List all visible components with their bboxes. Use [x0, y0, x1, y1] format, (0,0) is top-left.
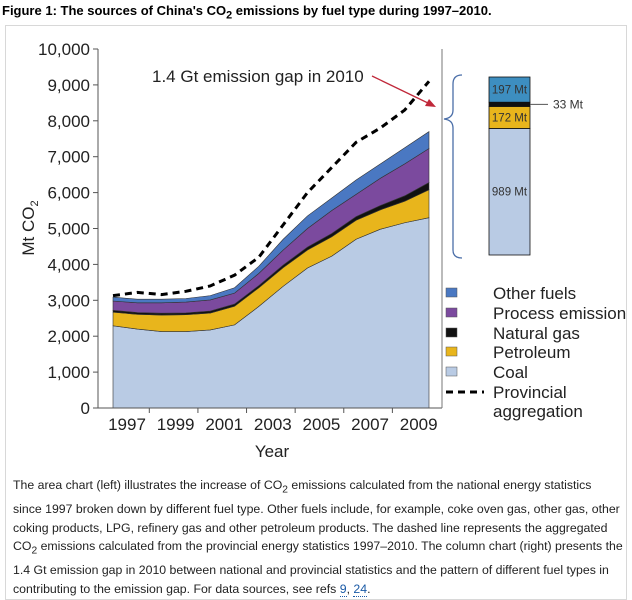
title-text-end: emissions by fuel type during 1997–2010. [232, 3, 492, 18]
y-tick-label: 4,000 [47, 255, 90, 274]
provincial-aggregation-line [112, 80, 431, 298]
legend-label: Other fuels [493, 284, 576, 303]
y-tick-label: 5,000 [47, 220, 90, 239]
x-tick-label: 2007 [351, 415, 389, 434]
legend-label: Process emission [493, 304, 626, 323]
y-tick-label: 3,000 [47, 291, 90, 310]
y-tick-label: 9,000 [47, 76, 90, 95]
legend-label: Coal [493, 363, 528, 382]
gap-bar-other-fuels [488, 76, 531, 103]
y-tick-label: 1,000 [47, 363, 90, 382]
y-tick-label: 7,000 [47, 148, 90, 167]
gap-column-chart: 989 Mt 172 Mt 33 Mt 197 Mt [443, 74, 584, 259]
x-tick-label: 1997 [108, 415, 146, 434]
figure-caption: The area chart (left) illustrates the in… [13, 478, 623, 597]
gap-bar-natural-gas [488, 101, 531, 107]
y-axis-label: Mt CO2 [19, 200, 41, 255]
x-tick-label: 2009 [400, 415, 438, 434]
gap-bar-label: 33 Mt [553, 97, 584, 111]
x-tick-label: 2001 [205, 415, 243, 434]
title-text: Figure 1: The sources of China's CO [2, 3, 227, 18]
annotation-arrow [371, 75, 436, 107]
axes: 0 1,000 2,000 3,000 4,000 5,000 6,000 7,000 8,00… [38, 40, 443, 434]
gap-annotation: 1.4 Gt emission gap in 2010 [152, 67, 364, 86]
legend-label: Natural gas [493, 324, 580, 343]
y-tick-label: 10,000 [38, 40, 90, 59]
ref-link-9[interactable]: 9 [339, 581, 347, 597]
y-tick-label: 2,000 [47, 327, 90, 346]
arrow-line [371, 75, 431, 105]
gap-bar-label: 172 Mt [492, 112, 528, 124]
figure-chart: 0 1,000 2,000 3,000 4,000 5,000 6,000 7,000 8,00… [19, 40, 626, 461]
x-tick-label: 2005 [303, 415, 341, 434]
x-tick-label: 1999 [157, 415, 195, 434]
legend-label: Petroleum [493, 343, 570, 362]
gap-bar-coal [488, 128, 531, 256]
y-tick-label: 8,000 [47, 112, 90, 131]
legend-swatch-process-emission [445, 307, 458, 318]
y-tick-label: 6,000 [47, 184, 90, 203]
ref-link-24[interactable]: 24 [353, 581, 368, 597]
y-tick-label: 0 [81, 399, 90, 418]
legend-label: aggregation [493, 402, 583, 421]
figure-title: Figure 1: The sources of China's CO2 emi… [2, 3, 492, 22]
legend-swatch-other-fuels [445, 287, 458, 298]
x-tick-label: 2003 [254, 415, 292, 434]
gap-bracket [443, 74, 463, 259]
title-subscript: 2 [226, 9, 233, 22]
legend-swatch-natural-gas [445, 327, 458, 338]
area-other-fuels [112, 131, 430, 304]
legend-swatch-petroleum [445, 346, 458, 357]
arrow-head-icon [425, 99, 436, 107]
legend-swatch-coal [445, 366, 458, 377]
gap-bar-label: 989 Mt [492, 187, 528, 199]
area-layers [112, 80, 431, 409]
legend-label: Provincial [493, 383, 567, 402]
x-axis-label: Year [255, 442, 290, 461]
gap-bar-label: 197 Mt [492, 85, 528, 97]
